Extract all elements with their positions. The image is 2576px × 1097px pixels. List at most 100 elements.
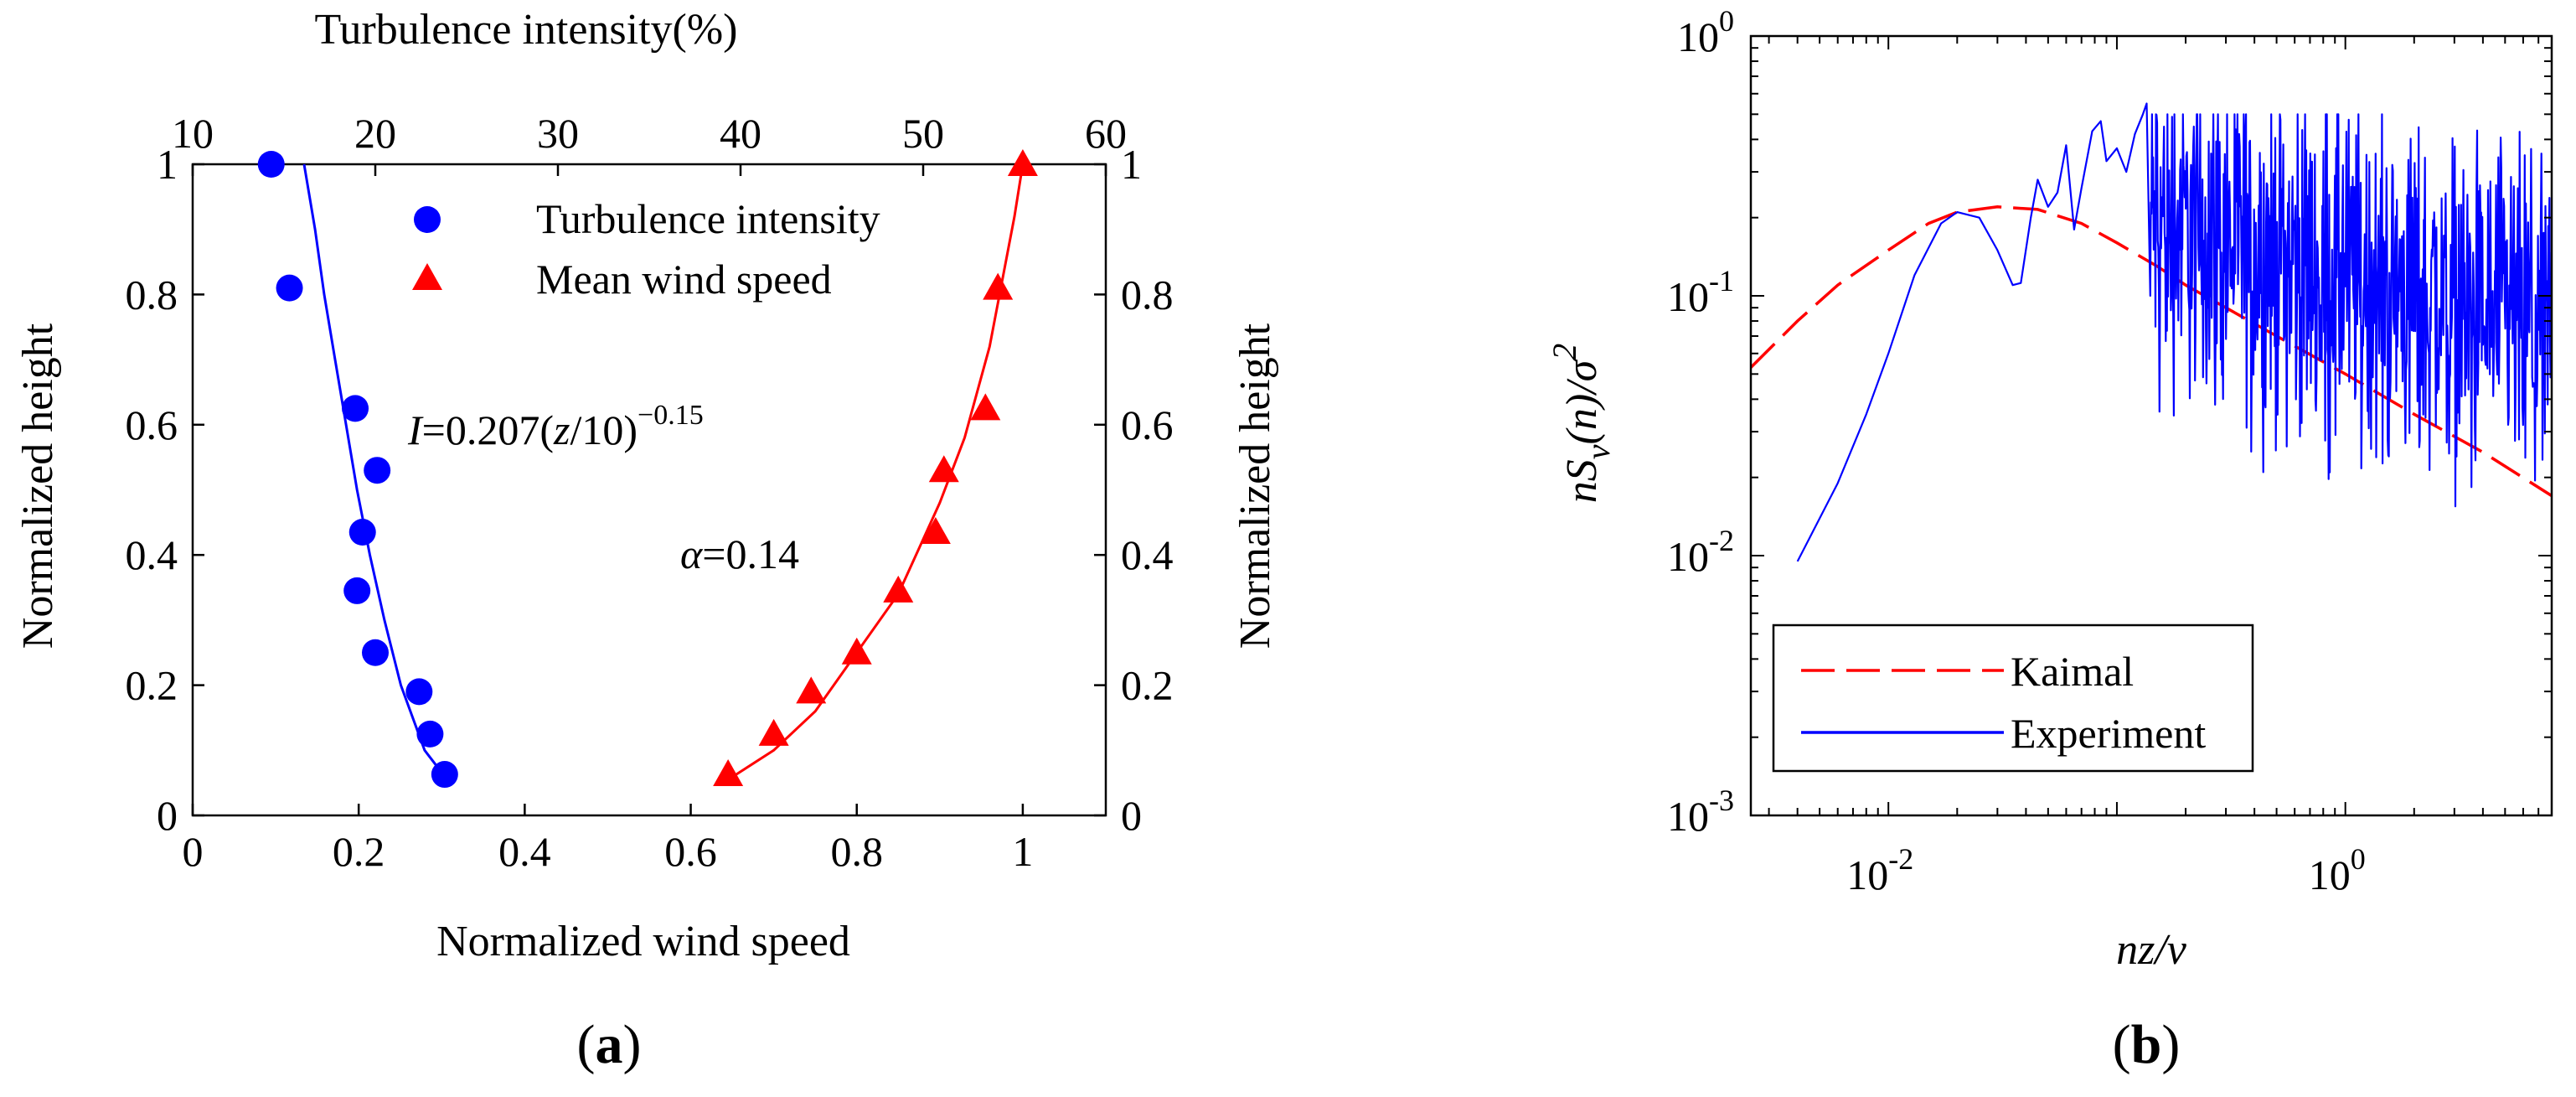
x-tick-base: 10 [1846,851,1888,898]
data-point-triangle [758,718,789,746]
y-right-tick-label: 0.6 [1121,401,1174,448]
legend-label-experiment: Experiment [2011,710,2206,757]
y-tick-base: 10 [1667,793,1709,840]
panel-b-legend-box [1772,624,2254,773]
data-point-triangle [841,637,872,665]
panel-a-plot-frame [191,163,1107,817]
x-tick-base: 10 [2309,851,2351,898]
data-point-circle [342,395,369,422]
data-point-circle [348,519,376,546]
alpha-annotation: α=0.14 [680,530,799,577]
ylabel-sup: 2 [1546,344,1583,360]
panel-b-ylabel: nSv(n)/σ2 [1546,344,1617,504]
y-tick-label: 10-1 [1667,264,1734,320]
panel-a-top-xlabel: Turbulence intensity(%) [315,6,738,54]
y-tick-exponent: -3 [1709,784,1734,817]
data-point-circle [343,577,371,604]
panel-b-plot-frame [1749,34,2553,817]
top-x-tick-label: 10 [172,110,214,157]
ylabel-sub: v [1579,444,1617,459]
panel-a-legend: Turbulence intensity Mean wind speed [412,195,880,303]
kaimal-line [1751,205,2552,498]
panel-b-series [1751,102,2552,562]
top-x-tick-label: 30 [537,110,579,157]
y-tick-label: 10-2 [1667,524,1734,580]
x-tick-label: 0 [183,828,204,875]
data-point-triangle [883,575,914,603]
panel-b-legend: Kaimal Experiment [1772,624,2254,773]
data-point-triangle [1007,149,1038,176]
panel-a-series [257,149,1038,789]
data-point-triangle [970,393,1001,421]
y-tick-base: 10 [1677,13,1719,60]
y-tick-exponent: -2 [1709,524,1734,557]
data-point-circle [431,761,458,789]
data-point-circle [416,720,444,748]
data-point-circle [364,457,391,484]
y-right-tick-label: 0 [1121,792,1142,839]
data-point-circle [362,639,389,666]
legend-label-kaimal: Kaimal [2011,648,2134,695]
data-point-circle [405,678,433,706]
panel-b-xlabel: nz/v [2116,926,2187,974]
panel-a-xlabel: Normalized wind speed [436,918,850,965]
legend-label-mean-wind: Mean wind speed [536,256,832,303]
x-tick-label: 0.6 [664,828,717,875]
y-right-tick-label: 0.2 [1121,662,1174,709]
y-right-tick-label: 0.8 [1121,271,1174,318]
y-right-tick-label: 0.4 [1121,531,1174,578]
top-x-tick-label: 40 [720,110,761,157]
x-tick-label: 0.2 [333,828,385,875]
top-x-tick-label: 20 [354,110,396,157]
data-point-triangle [928,455,959,483]
power-law-var: z [553,406,570,453]
y-right-tick-label: 1 [1121,141,1142,188]
y-tick-base: 10 [1667,533,1709,580]
data-point-circle [257,151,285,178]
panel-a-ylabel-right: Normalized height [1231,323,1279,649]
power-law-symbol: I [407,406,424,453]
y-tick-label: 0.4 [126,531,178,578]
ylabel-part-b: (n)/ [1558,378,1606,445]
y-tick-label: 10-3 [1667,784,1734,840]
panel-a-chart: 0 0.2 0.4 0.6 0.8 110 20 30 40 50 600 00.2 0.20.4 0.4… [14,6,1279,1075]
panel-a-ticks: 0 0.2 0.4 0.6 0.8 110 20 30 40 50 600 00.2 0.20.4 0.4… [126,110,1174,875]
y-tick-label: 0.6 [126,401,178,448]
panel-b-letter: b [2131,1014,2162,1075]
y-tick-exponent: -1 [1709,264,1734,298]
x-tick-label: 0.4 [498,828,551,875]
top-x-tick-label: 60 [1085,110,1127,157]
data-point-triangle [920,517,951,545]
power-law-mid: /10) [570,406,638,453]
y-tick-label: 100 [1677,4,1734,60]
data-point-triangle [796,676,827,704]
y-tick-label: 1 [157,141,178,188]
experiment-line [1796,102,2552,562]
x-tick-exponent: -2 [1888,842,1913,876]
top-x-tick-label: 50 [902,110,944,157]
x-tick-label: 1 [1012,828,1033,875]
power-law-exponent: −0.15 [638,400,704,431]
alpha-value: =0.14 [702,530,799,577]
y-tick-label: 0.8 [126,271,178,318]
power-law-prefix: =0.207( [422,406,554,453]
panel-b-label: (b) [2113,1014,2181,1075]
x-tick-exponent: 0 [2351,842,2366,876]
panel-a-ylabel: Normalized height [14,323,62,649]
legend-marker-mean-wind [412,263,442,290]
y-tick-exponent: 0 [1719,4,1734,38]
ylabel-sigma: σ [1558,358,1606,381]
x-tick-label: 10-2 [1846,842,1913,898]
power-law-annotation: I=0.207(z/10)−0.15 [407,400,704,453]
data-point-circle [276,274,303,302]
fit-line [302,163,446,778]
legend-label-turbulence: Turbulence intensity [536,195,880,242]
x-tick-label: 0.8 [830,828,883,875]
ylabel-part-a: nS [1558,459,1606,503]
legend-marker-turbulence [414,206,441,233]
y-tick-base: 10 [1667,273,1709,320]
data-point-triangle [983,272,1014,300]
